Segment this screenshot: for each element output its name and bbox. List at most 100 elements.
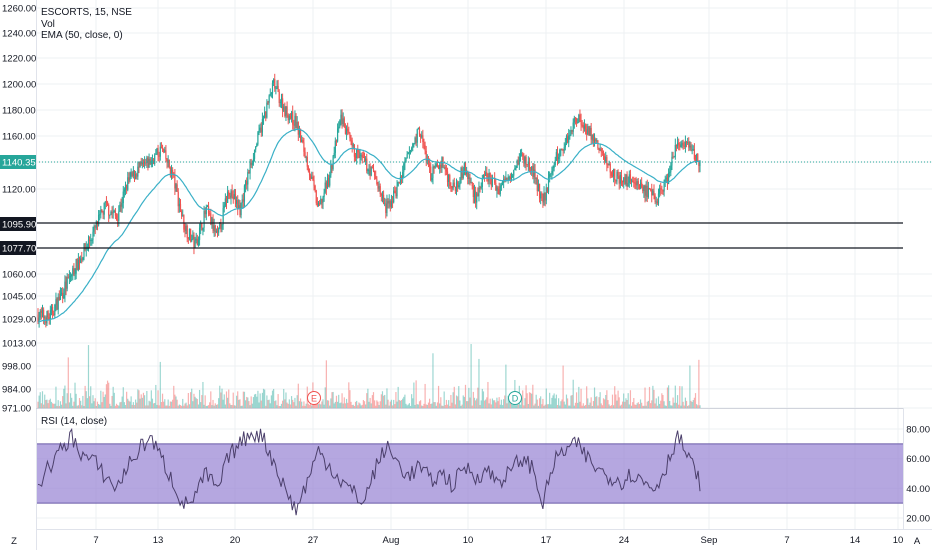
volume-bar: [158, 405, 160, 408]
candle-body: [74, 273, 76, 275]
volume-bar: [78, 398, 81, 408]
candle-body: [321, 198, 323, 203]
candle-body: [407, 152, 409, 155]
volume-bar: [663, 401, 665, 408]
volume-bar: [202, 381, 204, 408]
volume-bar: [49, 398, 51, 408]
candle-body: [324, 182, 326, 193]
volume-bar: [132, 402, 134, 408]
candle-body: [584, 125, 587, 130]
last-price-badge: 1140.35: [2, 158, 36, 169]
candle-body: [330, 165, 332, 176]
volume-bar: [123, 402, 125, 408]
volume-bar: [179, 405, 182, 408]
candle-body: [244, 180, 247, 186]
volume-bar: [626, 399, 628, 408]
volume-bar: [416, 404, 418, 408]
candle-body: [531, 166, 533, 171]
candle-body: [590, 127, 592, 140]
rsi-legend[interactable]: RSI (14, close): [41, 416, 107, 427]
volume-bar: [459, 400, 461, 408]
rsi-tick-label: 20.00: [906, 514, 930, 525]
candle-body: [145, 162, 147, 164]
volume-bar: [544, 404, 546, 408]
candle-body: [653, 191, 655, 196]
candle-body: [552, 167, 554, 172]
y-tick-label: 1260.00: [2, 4, 36, 15]
volume-bar: [51, 403, 54, 408]
candle-body: [115, 215, 118, 220]
candle-body: [161, 147, 164, 150]
volume-bar: [494, 400, 496, 408]
candle-body: [139, 161, 141, 168]
volume-bar: [209, 402, 211, 408]
volume-bar: [326, 400, 329, 408]
ema-legend[interactable]: EMA (50, close, 0): [41, 30, 123, 41]
volume-bar: [681, 386, 683, 408]
event-marker-circle[interactable]: [307, 391, 321, 405]
volume-bar: [600, 403, 602, 408]
y-tick-label: 1160.00: [2, 132, 36, 143]
candle-body: [101, 209, 103, 213]
auto-scale-control[interactable]: A: [914, 536, 921, 547]
volume-bar: [233, 405, 235, 408]
volume-bar: [351, 405, 353, 408]
candle-body: [599, 148, 601, 151]
candle-body: [393, 190, 395, 203]
volume-bar: [273, 388, 275, 408]
candle-body: [137, 166, 139, 177]
candle-body: [219, 222, 221, 229]
candle-body: [268, 95, 270, 103]
candle-body: [141, 162, 143, 165]
candle-body: [388, 200, 390, 204]
volume-bar: [189, 392, 192, 408]
volume-bar: [621, 401, 624, 408]
candle-body: [692, 149, 694, 150]
candle-body: [396, 185, 398, 197]
volume-bar: [322, 399, 324, 408]
volume-bar: [121, 396, 123, 408]
volume-legend[interactable]: Vol: [41, 19, 55, 30]
volume-bar: [339, 403, 341, 408]
volume-bar: [590, 397, 592, 408]
zoom-control[interactable]: Z: [11, 536, 17, 547]
candle-body: [237, 200, 239, 209]
volume-bar: [648, 386, 651, 408]
candle-body: [592, 134, 595, 141]
volume-bar: [371, 395, 373, 408]
volume-bar: [298, 401, 301, 408]
volume-bar: [652, 385, 654, 408]
volume-bar: [436, 402, 439, 408]
event-marker-circle[interactable]: [508, 391, 522, 405]
candle-body: [696, 153, 698, 162]
volume-bar: [54, 403, 56, 408]
event-marker-d[interactable]: D: [508, 391, 522, 405]
volume-bar: [41, 391, 44, 408]
volume-bar: [571, 395, 573, 408]
symbol-legend[interactable]: ESCORTS, 15, NSE: [41, 7, 132, 18]
volume-bar: [296, 395, 298, 408]
volume-bar: [90, 386, 92, 408]
volume-bar: [409, 405, 412, 408]
volume-bar: [382, 395, 385, 408]
candle-body: [140, 161, 142, 165]
candle-body: [133, 170, 136, 179]
volume-bar: [570, 395, 572, 408]
volume-bar: [63, 388, 65, 408]
volume-bar: [575, 392, 578, 408]
volume-bar: [126, 391, 128, 408]
candle-body: [559, 149, 561, 158]
event-marker-e[interactable]: E: [307, 391, 321, 405]
volume-bar: [675, 402, 678, 408]
candle-body: [601, 151, 603, 153]
candle-body: [126, 184, 128, 190]
candle-body: [293, 124, 295, 126]
candle-body: [252, 158, 255, 164]
candle-body: [341, 114, 343, 125]
volume-bar: [492, 400, 495, 408]
candle-body: [623, 177, 625, 183]
candle-body: [117, 219, 119, 221]
candle-body: [586, 129, 588, 135]
